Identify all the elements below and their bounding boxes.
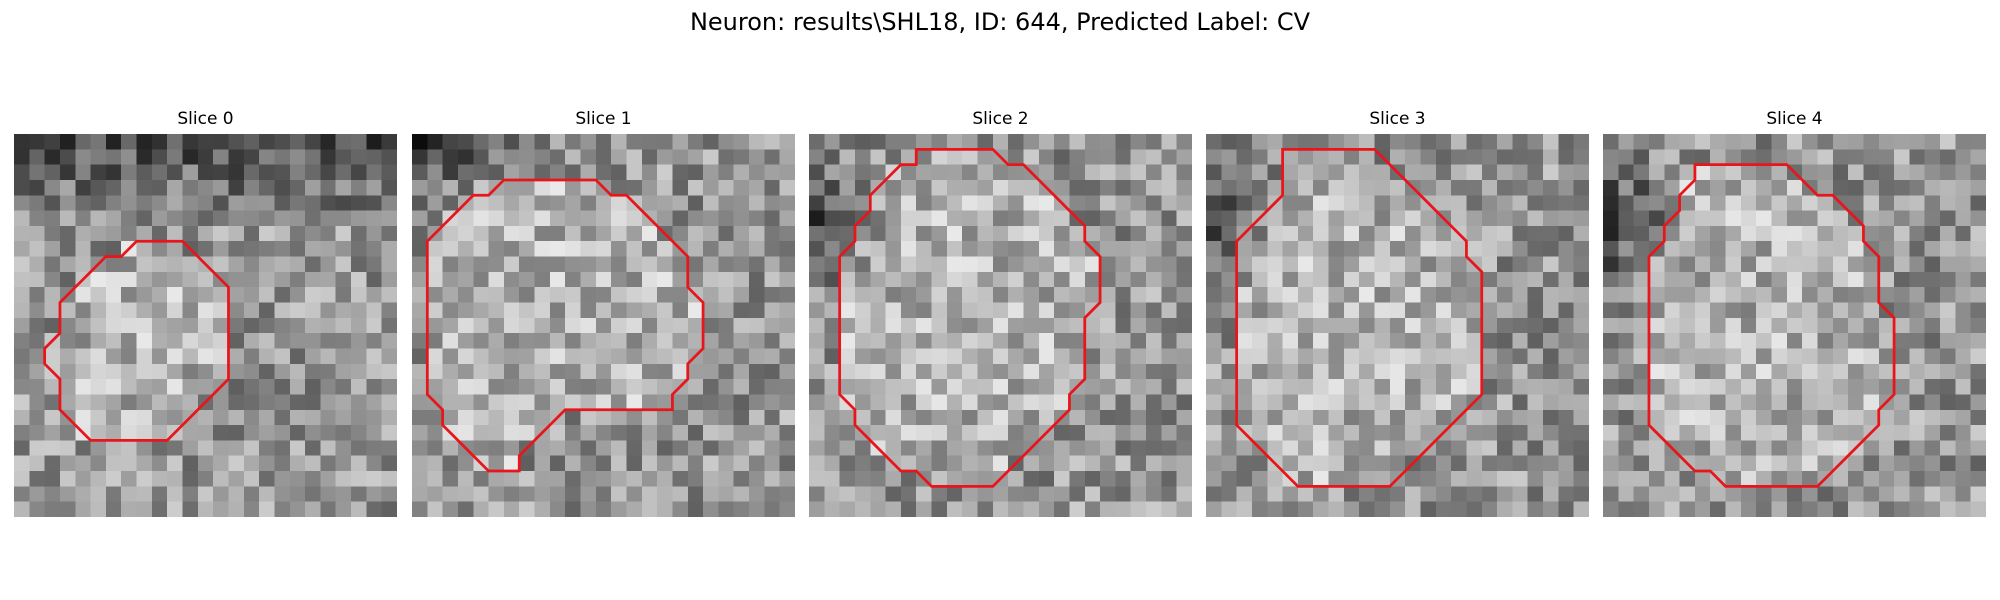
panel-title-slice-0: Slice 0 [177,109,234,129]
panel-title-slice-4: Slice 4 [1766,109,1823,129]
cell-contour [43,239,230,442]
pixel-grid [1603,134,1986,517]
cell-contour [425,178,705,473]
slice-3-image [1206,134,1589,517]
figure-title: Neuron: results\SHL18, ID: 644, Predicte… [689,8,1311,36]
cell-contour [1647,163,1896,488]
pixel-grid [809,134,1192,517]
pixel-grid [412,134,795,517]
cell-contour [1235,147,1484,488]
panel-title-slice-1: Slice 1 [575,109,632,129]
panel-title-slice-3: Slice 3 [1369,109,1426,129]
slice-0-image [14,134,397,517]
pixel-grid [1206,134,1589,517]
slice-4-image [1603,134,1986,517]
slice-1-image [412,134,795,517]
cell-contour [838,147,1102,488]
panel-title-slice-2: Slice 2 [972,109,1029,129]
pixel-grid [14,134,397,517]
slice-2-image [809,134,1192,517]
